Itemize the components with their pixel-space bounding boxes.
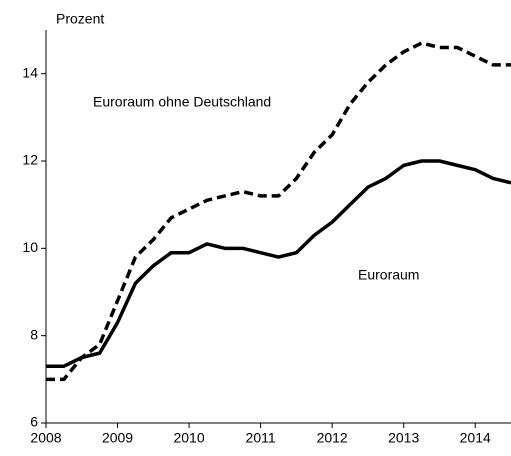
y-axis-label: Prozent	[56, 11, 104, 27]
series-annotation: Euroraum	[358, 267, 419, 283]
series-annotation: Euroraum ohne Deutschland	[93, 94, 271, 110]
series-line	[46, 41, 511, 382]
x-tick-label: 2010	[173, 430, 204, 446]
x-tick-label: 2014	[460, 430, 491, 446]
y-tick-label: 12	[22, 152, 38, 168]
series-line	[46, 159, 511, 368]
x-tick-label: 2013	[388, 430, 419, 446]
y-tick-label: 6	[30, 414, 38, 430]
x-tick-label: 2011	[246, 430, 276, 446]
x-tick-label: 2012	[317, 430, 348, 446]
y-tick-label: 8	[30, 326, 38, 342]
x-tick-label: 2008	[30, 430, 61, 446]
y-tick-label: 14	[22, 64, 38, 80]
x-tick-label: 2009	[102, 430, 133, 446]
y-tick-label: 10	[22, 239, 38, 255]
